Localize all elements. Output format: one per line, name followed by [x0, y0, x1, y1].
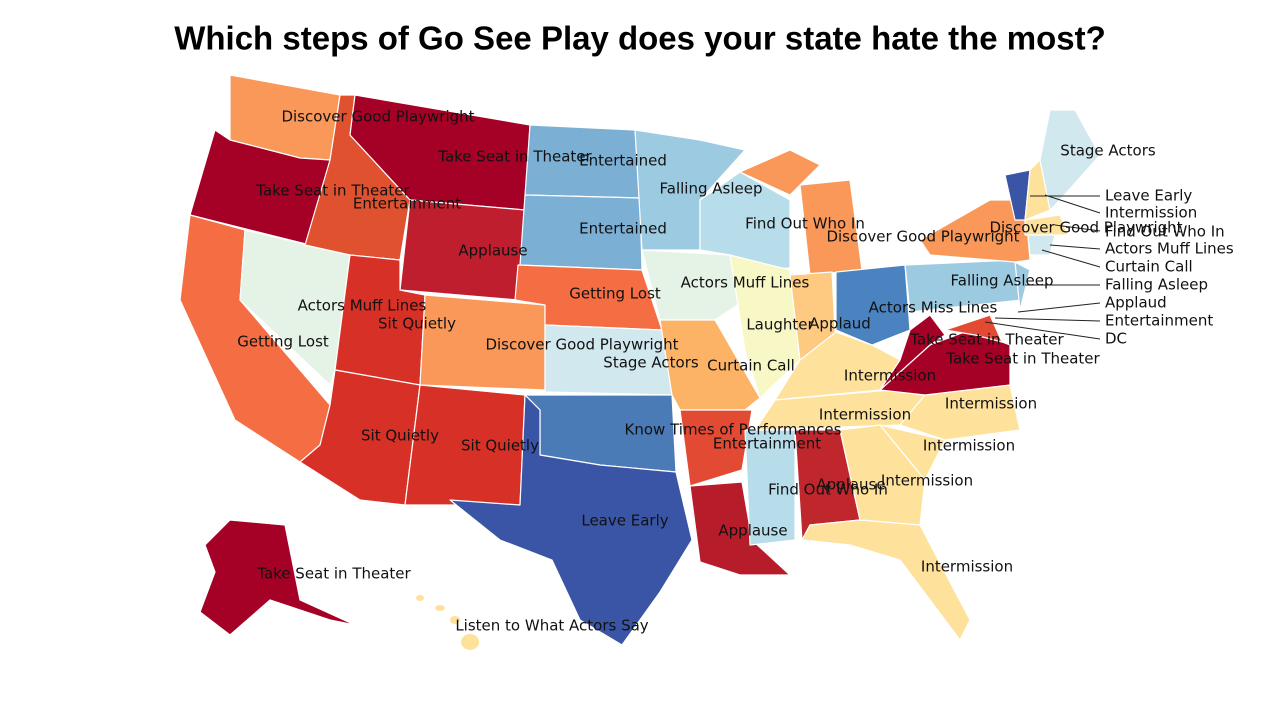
region-label: Sit Quietly — [361, 427, 439, 445]
state — [1039, 109, 1101, 211]
region-label: Take Seat in Theater — [909, 331, 1064, 349]
region-label: Leave Early — [1105, 187, 1192, 205]
region-label: Find Out Who In — [1105, 223, 1225, 241]
region-label: Entertainment — [713, 435, 821, 453]
state — [1027, 234, 1056, 256]
leader-line — [1054, 224, 1101, 232]
state — [835, 264, 911, 346]
state — [899, 384, 1021, 441]
region-label: Falling Asleep — [951, 272, 1054, 290]
leader-line — [1044, 194, 1101, 214]
region-label: Discover Good Playwright — [989, 219, 1182, 237]
state — [1014, 261, 1031, 311]
region-label: Stage Actors — [603, 354, 699, 372]
region-label: Take Seat in Theater — [437, 148, 592, 166]
state — [641, 249, 746, 321]
leader-lines — [984, 194, 1101, 340]
state — [739, 149, 821, 196]
state — [879, 424, 946, 481]
region-label: Sit Quietly — [461, 437, 539, 455]
region-label: Intermission — [844, 367, 936, 385]
region-label: Take Seat in Theater — [255, 182, 410, 200]
map-title: Which steps of Go See Play does your sta… — [174, 20, 1106, 57]
region-label: Take Seat in Theater — [256, 565, 411, 583]
region-label: Sit Quietly — [378, 315, 456, 333]
leader-line — [1041, 249, 1101, 268]
region-label: Entertained — [579, 152, 667, 170]
state — [1024, 214, 1069, 236]
leader-line — [984, 321, 1101, 340]
region-label: Actors Muff Lines — [1105, 240, 1234, 258]
region-label: Applause — [718, 522, 787, 540]
region-label: Entertainment — [353, 195, 461, 213]
region-label: Intermission — [923, 437, 1015, 455]
region-label: Listen to What Actors Say — [455, 617, 648, 635]
region-label: Curtain Call — [1105, 258, 1193, 276]
state — [416, 595, 424, 601]
state — [449, 394, 693, 646]
region-label: Discover Good Playwright — [281, 108, 474, 126]
leader-line — [994, 317, 1101, 322]
region-label: Take Seat in Theater — [945, 350, 1100, 368]
region-label: Falling Asleep — [660, 180, 763, 198]
state — [450, 616, 460, 624]
state — [729, 254, 801, 399]
region-label: Intermission — [921, 558, 1013, 576]
state — [679, 409, 753, 487]
state — [919, 199, 1031, 263]
state — [879, 314, 946, 391]
region-label: Stage Actors — [1060, 142, 1156, 160]
state — [199, 519, 356, 636]
region-label: Leave Early — [581, 512, 668, 530]
leader-line — [1017, 302, 1101, 313]
region-label: Applaud — [809, 315, 871, 333]
labels: Discover Good Playwright Take Seat in The… — [237, 108, 1234, 635]
region-label: Entertained — [579, 220, 667, 238]
region-label: Know Times of Performances — [625, 421, 842, 439]
state — [839, 424, 926, 526]
state — [944, 314, 1003, 343]
region-label: Getting Lost — [237, 333, 329, 351]
region-label: Actors Miss Lines — [869, 299, 998, 317]
region-label: Intermission — [819, 406, 911, 424]
region-label: Entertainment — [1105, 312, 1213, 330]
region-label: Actors Muff Lines — [681, 274, 810, 292]
region-label: Intermission — [1105, 204, 1197, 222]
region-label: Curtain Call — [707, 357, 795, 375]
region-label: Intermission — [945, 395, 1037, 413]
state — [461, 634, 479, 650]
region-label: Laughter — [746, 316, 814, 334]
region-label: DC — [1105, 330, 1127, 348]
leader-line — [1049, 244, 1101, 250]
region-label: Applause — [816, 476, 885, 494]
states — [179, 74, 1101, 650]
region-label: Applause — [458, 242, 527, 260]
region-label: Applaud — [1105, 294, 1167, 312]
region-label: Falling Asleep — [1105, 276, 1208, 294]
region-label: Find Out Who In — [745, 215, 865, 233]
state — [689, 481, 791, 576]
region-label: Actors Muff Lines — [298, 297, 427, 315]
region-label: Getting Lost — [569, 285, 661, 303]
region-label: Find Out Who In — [768, 481, 888, 499]
region-label: Discover Good Playwright — [826, 228, 1019, 246]
state — [801, 519, 971, 641]
state — [435, 605, 445, 611]
region-label: Intermission — [881, 472, 973, 490]
region-label: Discover Good Playwright — [485, 336, 678, 354]
state — [744, 429, 796, 546]
